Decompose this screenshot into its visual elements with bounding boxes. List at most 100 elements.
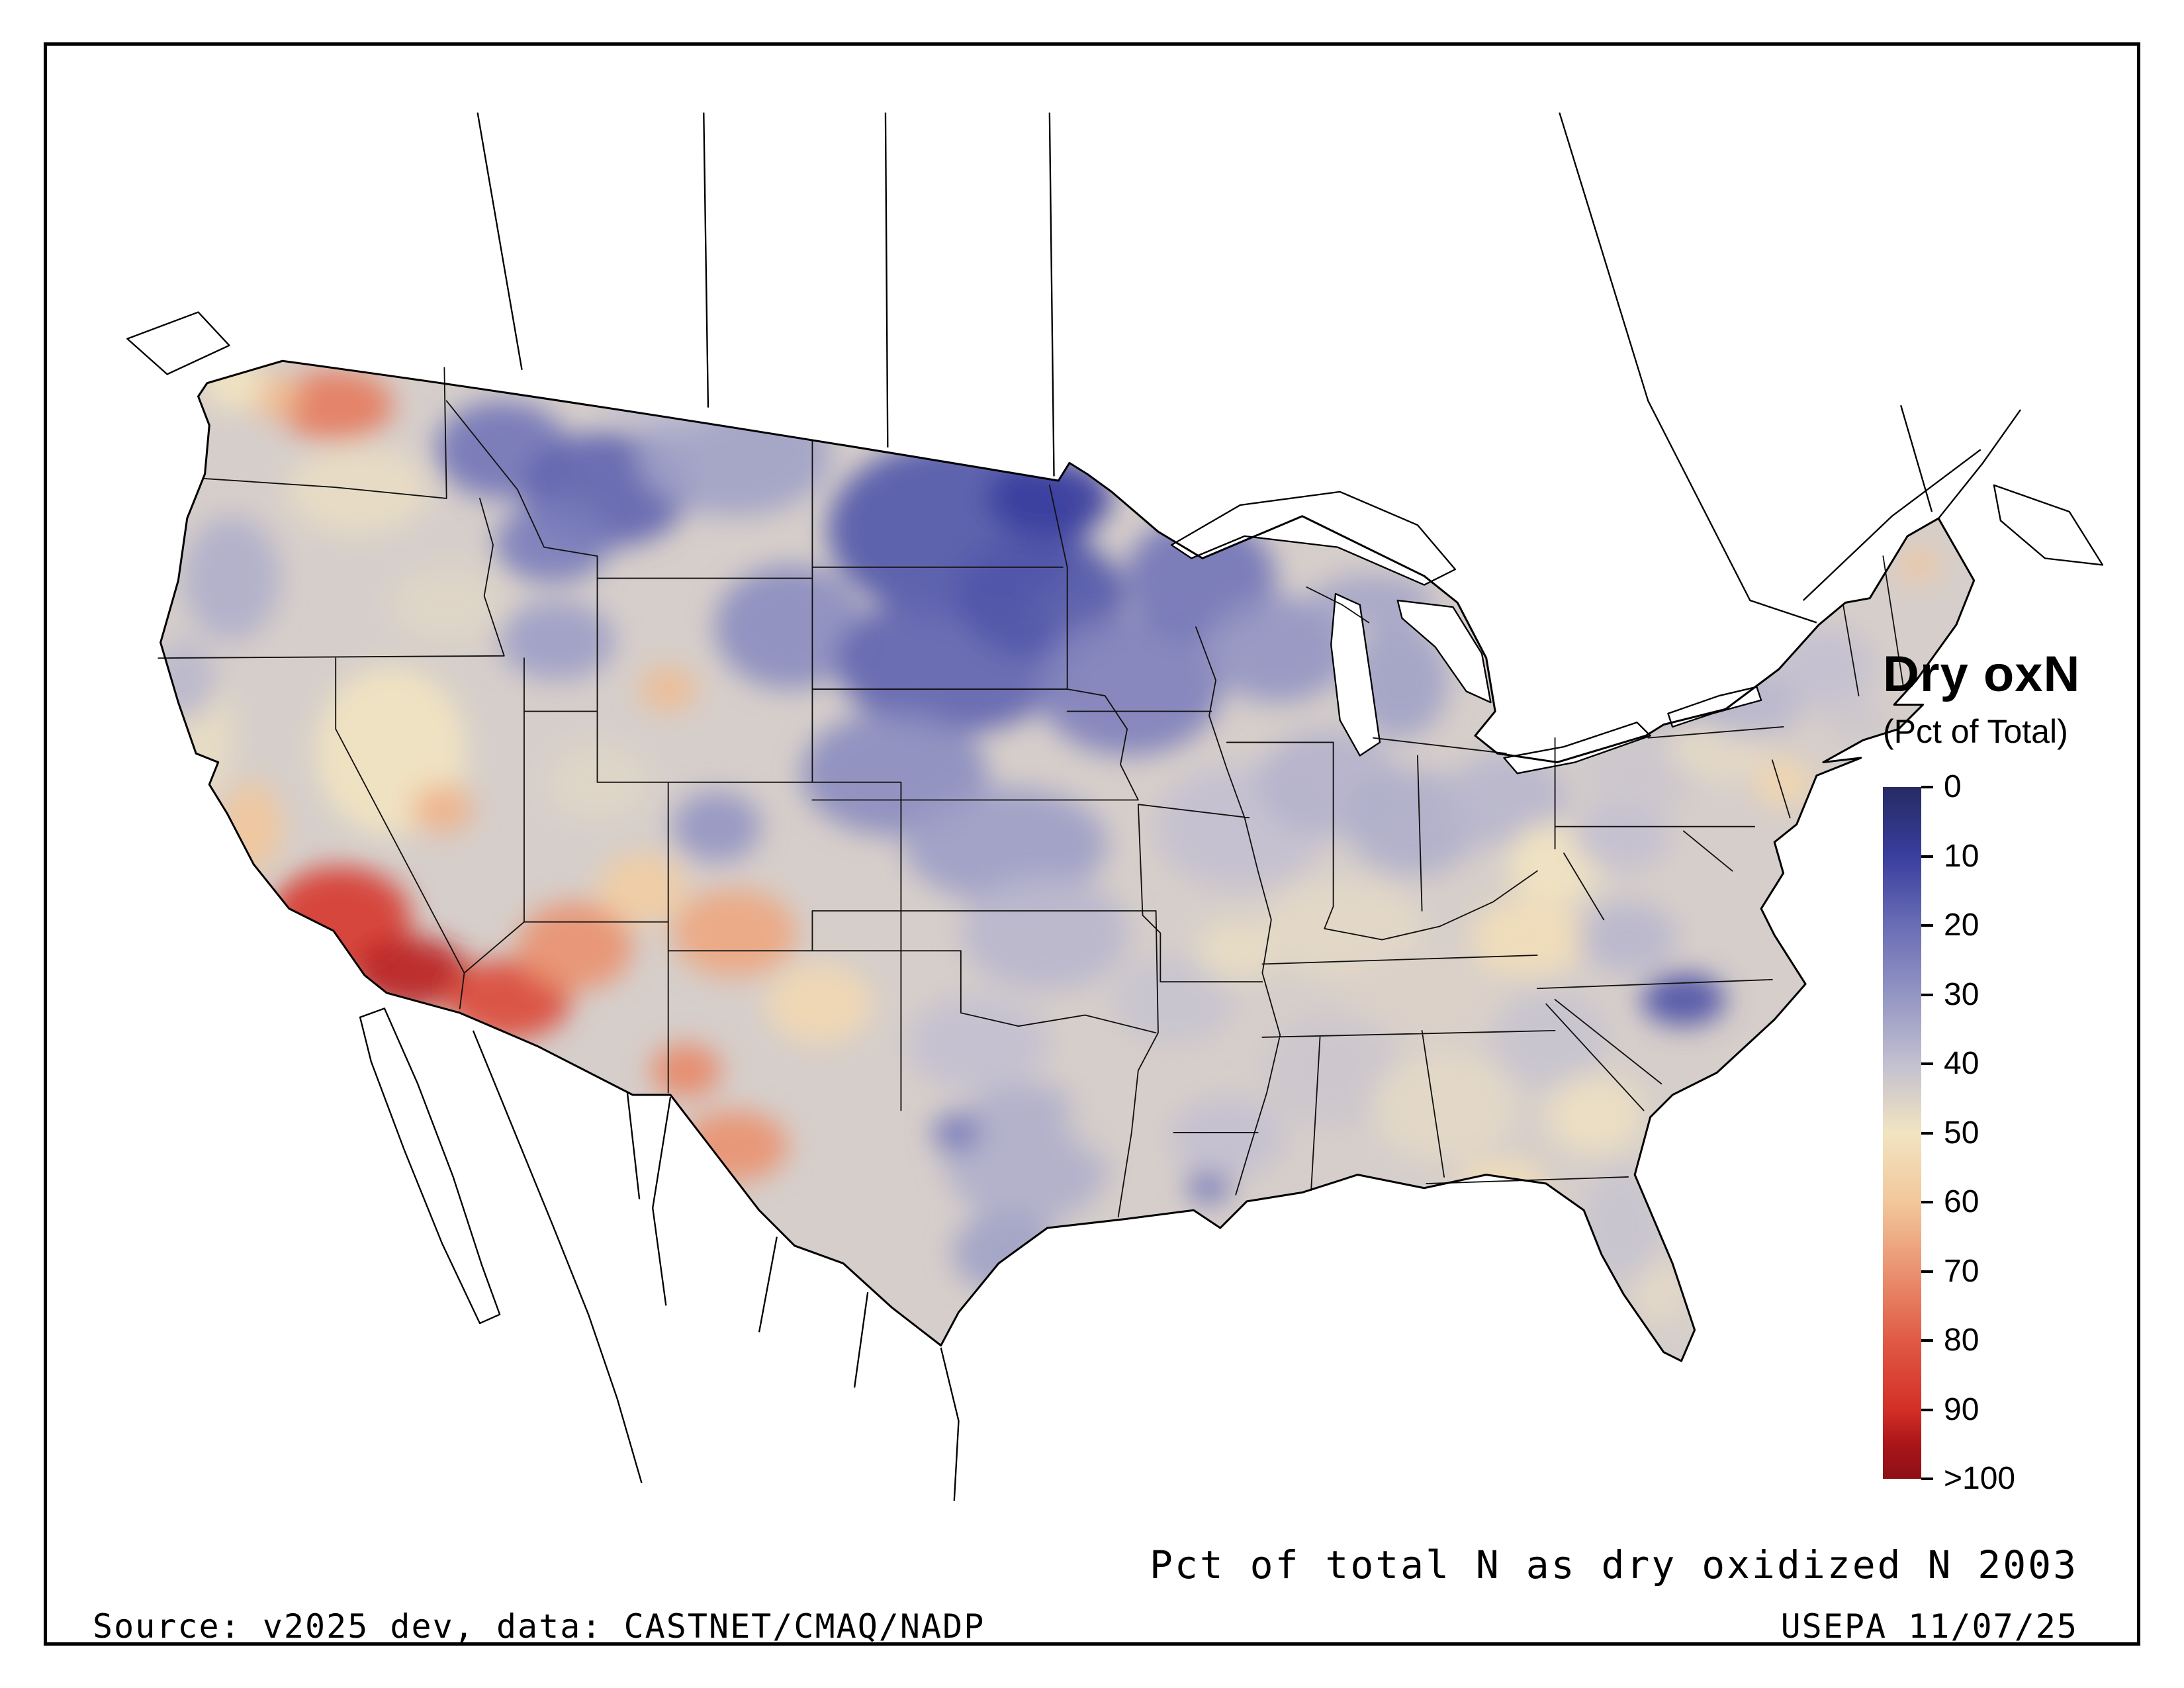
map-region-virginia <box>1572 800 1670 871</box>
tick-label: 90 <box>1944 1391 1979 1427</box>
tick-label: 50 <box>1944 1115 1979 1150</box>
map-region-west-texas <box>681 1110 788 1182</box>
mexico-boundaries <box>472 1030 960 1501</box>
tick-mark <box>1921 1131 1933 1135</box>
great-lakes <box>1170 491 1762 774</box>
map-region-ohio <box>1444 751 1569 849</box>
map-region-pecos <box>766 964 872 1044</box>
map-region-eastern-montana <box>637 392 833 516</box>
map-region-massachusetts <box>1825 700 1888 741</box>
map-region-montana-hiline <box>597 365 731 428</box>
scale-tick-50: 50 <box>1921 1117 1979 1149</box>
map-region-central-valley <box>220 782 283 871</box>
agency-date: USEPA 11/07/25 <box>1780 1607 2078 1646</box>
map-region-edwards-plateau-spot <box>932 1112 981 1153</box>
map-region-central-nevada-hot <box>411 784 473 833</box>
map-region-el-paso <box>650 1043 722 1098</box>
map-region-southern-appalachia <box>1471 897 1586 978</box>
map-region-central-arizona <box>517 902 633 991</box>
tick-mark <box>1921 1201 1933 1203</box>
map-region-alabama-georgia <box>1373 1053 1516 1160</box>
map-region-louisiana <box>1169 1097 1285 1177</box>
source-note: Source: v2025_dev, data: CASTNET/CMAQ/NA… <box>93 1607 985 1646</box>
scale-tick-10: 10 <box>1921 838 1979 874</box>
map-region-arkansas <box>1111 955 1236 1044</box>
scale-tick-40: 40 <box>1921 1048 1979 1080</box>
us-choropleth-map <box>126 113 2104 1501</box>
state-boundaries <box>158 367 1904 1218</box>
tick-mark <box>1921 855 1933 858</box>
scale-tick-gt100: >100 <box>1921 1463 2015 1495</box>
map-region-vermont-new-hampshire <box>1776 627 1874 707</box>
map-region-chesapeake <box>1679 868 1751 918</box>
map-region-uinta <box>639 667 698 712</box>
tick-label: 0 <box>1944 769 1962 804</box>
map-region-ozarks <box>1195 919 1276 982</box>
map-region-georgia <box>1492 990 1608 1088</box>
tick-mark <box>1921 1270 1933 1273</box>
map-region-oklahoma <box>960 875 1130 991</box>
map-region-louisiana-spot <box>1187 1168 1232 1204</box>
map-caption: Pct of total N as dry oxidized N 2003 <box>1149 1542 2078 1587</box>
tick-label: 70 <box>1944 1253 1979 1289</box>
legend-title: Dry oxN <box>1883 646 2081 702</box>
scale-tick-90: 90 <box>1921 1391 1979 1427</box>
map-region-mississippi-alabama <box>1262 1013 1404 1129</box>
tick-label: >100 <box>1944 1461 2016 1496</box>
tick-mark <box>1921 1408 1933 1411</box>
map-region-bitterroot <box>495 502 611 583</box>
tick-label: 10 <box>1944 838 1979 874</box>
baja-california <box>359 1008 501 1325</box>
scale-tick-70: 70 <box>1921 1253 1979 1289</box>
map-region-wisconsin <box>1206 596 1349 703</box>
map-region-eastern-washington <box>278 369 394 441</box>
map-region-western-oregon <box>183 516 281 641</box>
plot-frame <box>44 42 2140 1646</box>
color-scale-bar <box>1883 787 1921 1479</box>
map-region-south-texas <box>952 1212 1059 1293</box>
map-region-wyoming-basins <box>715 565 866 690</box>
tick-label: 40 <box>1944 1046 1979 1081</box>
map-region-south-florida <box>1637 1261 1686 1324</box>
scale-tick-80: 80 <box>1921 1325 1979 1356</box>
tick-mark <box>1921 993 1933 996</box>
tick-label: 30 <box>1944 976 1979 1012</box>
legend-subtitle: (Pct of Total) <box>1883 713 2068 750</box>
map-region-snake-river-plain <box>388 565 504 645</box>
map-region-southeast-idaho <box>500 600 615 680</box>
tick-mark <box>1921 1339 1933 1342</box>
vancouver-island <box>126 311 230 375</box>
map-region-north-texas <box>907 995 1050 1093</box>
map-region-maine-coast-spot <box>1898 549 1939 581</box>
map-region-iowa <box>1036 614 1223 756</box>
map-region-northeast-arizona <box>597 853 686 925</box>
map-region-new-jersey <box>1754 757 1813 807</box>
legend: Dry oxN (Pct of Total) 0 10 20 30 40 50 60 70 80… <box>1883 645 2174 1495</box>
scale-tick-0: 0 <box>1921 771 1962 803</box>
us-outline <box>159 359 1976 1362</box>
raster-field <box>160 361 1974 1361</box>
scale-tick-30: 30 <box>1921 976 1979 1012</box>
tick-mark <box>1921 1477 1933 1480</box>
tick-mark <box>1921 786 1933 788</box>
map-region-south-georgia <box>1546 1074 1644 1155</box>
tick-mark <box>1921 924 1933 927</box>
map-region-minnesota-core <box>987 458 1112 539</box>
map-region-western-washington <box>203 361 265 410</box>
canada-boundaries <box>477 113 2021 624</box>
map-region-piedmont <box>1579 902 1677 973</box>
map-region-east-texas <box>1067 1066 1192 1164</box>
tick-label: 80 <box>1944 1323 1979 1358</box>
map-region-north-carolina-minimum <box>1641 972 1726 1027</box>
scale-tick-20: 20 <box>1921 910 1979 941</box>
scale-tick-60: 60 <box>1921 1186 1979 1218</box>
color-scale: 0 10 20 30 40 50 60 70 80 90 >100 <box>1883 771 2174 1495</box>
map-region-northwest-new-mexico <box>672 888 797 978</box>
neighbor-context <box>126 113 2104 1501</box>
map-region-colorado-rockies <box>672 791 762 863</box>
tick-label: 60 <box>1944 1184 1979 1219</box>
nova-scotia <box>1993 484 2104 566</box>
tick-label: 20 <box>1944 908 1979 943</box>
tick-mark <box>1921 1062 1933 1065</box>
